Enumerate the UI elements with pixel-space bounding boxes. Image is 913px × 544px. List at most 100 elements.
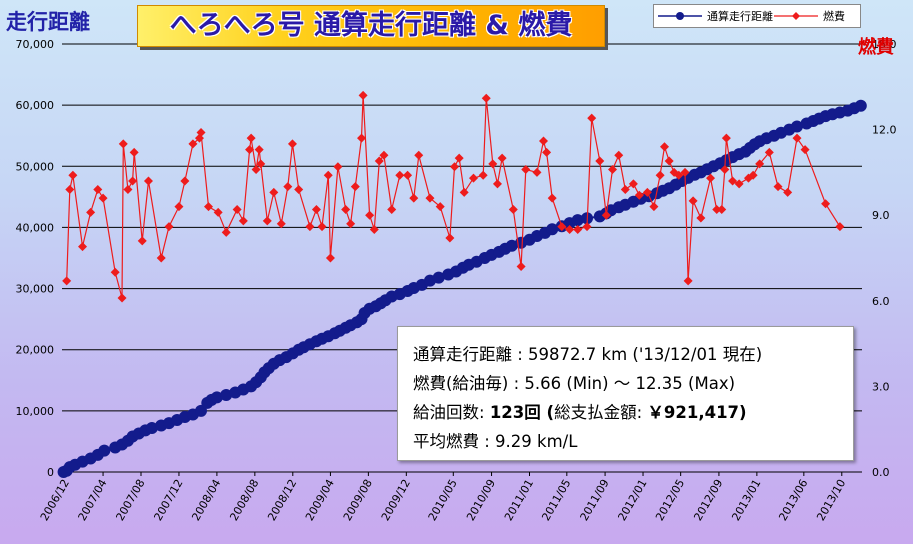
x-tick-label: 2011/09 <box>578 477 612 523</box>
fuel-point <box>748 170 758 180</box>
legend: 通算走行距離 燃費 <box>653 4 861 28</box>
fuel-point <box>659 142 669 152</box>
fuel-point <box>262 216 272 226</box>
fuel-point <box>734 179 744 189</box>
fuel-point <box>254 145 264 155</box>
fuel-point <box>642 187 652 197</box>
chart-title: へろへろ号 通算走行距離 & 燃費 <box>169 10 573 41</box>
fuel-point <box>773 182 783 192</box>
fuel-point <box>565 224 575 234</box>
fuel-point <box>628 179 638 189</box>
fuel-point <box>350 182 360 192</box>
summary-box: 通算走行距離 : 59872.7 km ('13/12/01 現在) 燃費(給油… <box>397 326 854 461</box>
fuel-point <box>582 222 592 232</box>
distance-point <box>546 223 559 236</box>
fuel-point <box>93 185 103 195</box>
fuel-point <box>655 170 665 180</box>
fuel-point <box>196 127 206 137</box>
fuel-point <box>174 202 184 212</box>
legend-item-distance: 通算走行距離 <box>658 5 773 27</box>
summary-fuel-range: 燃費(給油毎) : 5.66 (Min) ～ 12.35 (Max) <box>413 374 736 393</box>
fuel-point <box>86 207 96 217</box>
fuel-point <box>720 165 730 175</box>
left-axis-title: 走行距離 <box>6 10 90 34</box>
x-tick-label: 2011/05 <box>539 477 573 523</box>
legend-fuel-marker-icon <box>774 12 818 20</box>
fuel-point <box>516 262 526 272</box>
fuel-point <box>764 147 774 157</box>
fuel-point <box>294 185 304 195</box>
fuel-point <box>459 187 469 197</box>
distance-point <box>210 391 223 404</box>
distance-point <box>220 389 233 401</box>
fuel-point <box>403 170 413 180</box>
y-right-tick-label: 9.0 <box>872 209 890 222</box>
y-left-tick-label: 40,000 <box>16 221 55 234</box>
fuel-point <box>608 165 618 175</box>
fuel-point <box>800 145 810 155</box>
x-tick-label: 2011/01 <box>502 477 536 523</box>
fuel-point <box>305 222 315 232</box>
y-left-tick-label: 70,000 <box>16 38 55 51</box>
fuel-point <box>664 156 674 166</box>
x-tick-label: 2010/05 <box>426 477 460 523</box>
fuel-point <box>118 139 128 149</box>
y-left-tick-label: 50,000 <box>16 160 55 173</box>
fuel-point <box>283 182 293 192</box>
refuel-count-mid: 回 ( <box>524 403 555 422</box>
fuel-point <box>395 170 405 180</box>
fuel-point <box>478 170 488 180</box>
fuel-point <box>78 242 88 252</box>
x-tick-label: 2013/10 <box>814 477 848 523</box>
fuel-point <box>245 145 255 155</box>
fuel-point <box>587 113 597 123</box>
fuel-point <box>595 156 605 166</box>
summary-average-fuel: 平均燃費 : 9.29 km/L <box>413 432 578 451</box>
x-tick-label: 2012/05 <box>653 477 687 523</box>
y-left-tick-label: 0 <box>47 466 54 479</box>
distance-point <box>854 99 867 112</box>
x-tick-label: 2007/08 <box>113 477 147 523</box>
fuel-point <box>634 190 644 200</box>
fuel-point <box>683 276 693 286</box>
fuel-point <box>450 162 460 172</box>
fuel-point <box>717 204 727 214</box>
fuel-point <box>62 276 72 286</box>
fuel-point <box>358 90 368 100</box>
fuel-point <box>557 222 567 232</box>
fuel-point <box>333 162 343 172</box>
fuel-point <box>521 165 531 175</box>
fuel-point <box>435 202 445 212</box>
fuel-point <box>65 185 75 195</box>
distance-point <box>791 120 803 133</box>
fuel-point <box>614 150 624 160</box>
fuel-point <box>755 159 765 169</box>
fuel-point <box>110 267 120 277</box>
fuel-point <box>835 222 845 232</box>
fuel-point <box>573 224 583 234</box>
fuel-point <box>620 185 630 195</box>
x-tick-label: 2010/09 <box>464 477 498 523</box>
fuel-point <box>601 210 611 220</box>
fuel-point <box>688 196 698 206</box>
fuel-point <box>128 176 138 186</box>
legend-distance-marker-icon <box>658 12 702 20</box>
fuel-point <box>137 236 147 246</box>
x-tick-label: 2009/08 <box>341 477 375 523</box>
fuel-point <box>649 202 659 212</box>
distance-point <box>571 214 584 227</box>
y-right-tick-label: 6.0 <box>872 295 890 308</box>
summary-refuel-count: 給油回数: 123回 (総支払金額: ￥921,417) <box>413 399 747 423</box>
y-right-tick-label: 15.0 <box>872 38 897 51</box>
fuel-point <box>98 193 108 203</box>
fuel-point <box>409 193 419 203</box>
fuel-point <box>379 150 389 160</box>
fuel-point <box>674 170 684 180</box>
x-tick-label: 2008/12 <box>265 477 299 523</box>
fuel-point <box>547 193 557 203</box>
refuel-count-value: 123 <box>489 403 525 422</box>
fuel-point <box>129 147 139 157</box>
fuel-point <box>821 199 831 209</box>
fuel-point <box>728 176 738 186</box>
